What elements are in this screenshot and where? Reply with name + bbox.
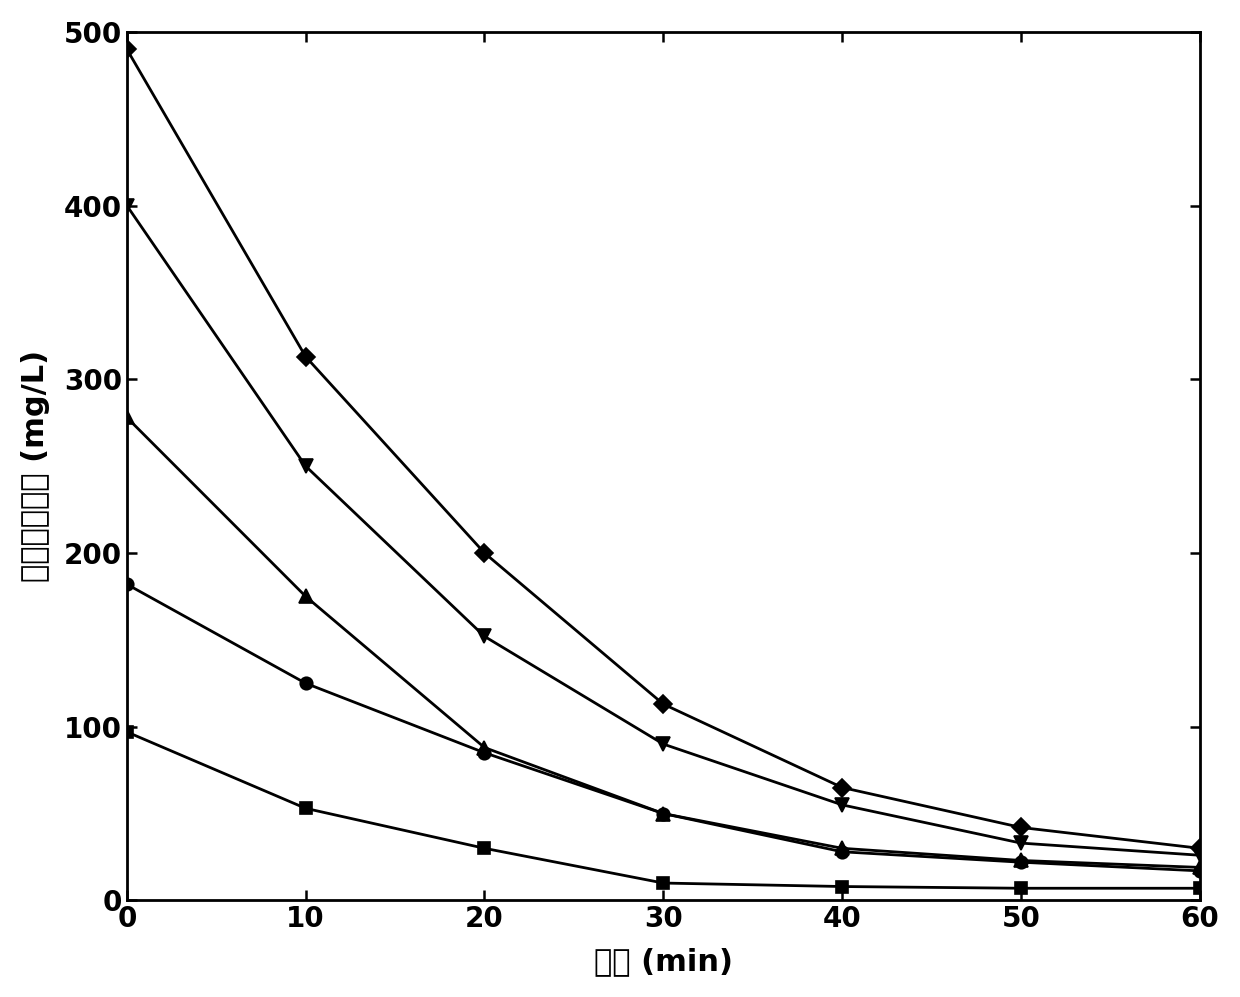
- Y-axis label: 三价锡的浓度 (mg/L): 三价锡的浓度 (mg/L): [21, 350, 50, 582]
- X-axis label: 时间 (min): 时间 (min): [594, 947, 733, 976]
